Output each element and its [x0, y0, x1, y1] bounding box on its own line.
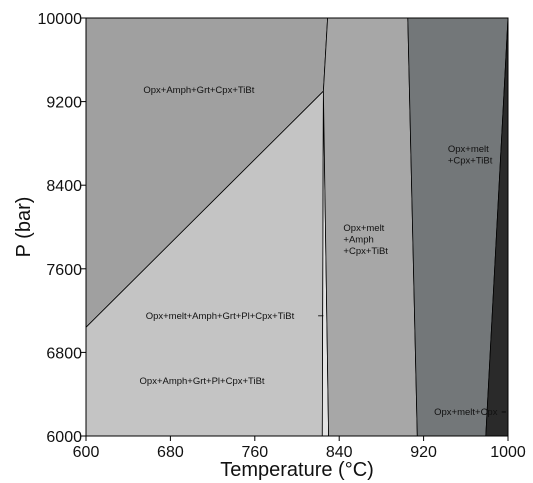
- x-tick-label: 680: [157, 444, 184, 461]
- y-axis-title: P (bar): [13, 197, 35, 258]
- field-label: Opx+melt +Amph +Cpx+TiBt: [343, 223, 388, 257]
- plot-frame: [85, 17, 509, 437]
- field-label-line: +Cpx+TiBt: [343, 246, 388, 257]
- phase-fields: [85, 17, 509, 437]
- field-label-line: Opx+melt: [343, 223, 384, 234]
- y-tick-label: 8400: [46, 178, 82, 195]
- y-tick-label: 10000: [38, 11, 83, 28]
- field-label: Opx+melt+Cpx: [434, 407, 498, 418]
- field-labels: Opx+Amph+Grt+Cpx+TiBt Opx+Amph+Grt+Pl+Cpx…: [140, 85, 506, 418]
- field-label-line: Opx+melt+Cpx: [434, 407, 498, 418]
- x-tick-label: 760: [241, 444, 268, 461]
- x-tick-label: 600: [73, 444, 100, 461]
- field-label-line: Opx+Amph+Grt+Cpx+TiBt: [143, 85, 254, 96]
- x-tick-label: 1000: [490, 444, 526, 461]
- field-label: Opx+Amph+Grt+Pl+Cpx+TiBt: [140, 376, 265, 387]
- x-axis-title: Temperature (°C): [220, 459, 374, 481]
- field-label-line: +Cpx+TiBt: [448, 155, 493, 166]
- field-label-line: Opx+Amph+Grt+Pl+Cpx+TiBt: [140, 376, 265, 387]
- field-label: Opx+melt+Amph+Grt+Pl+Cpx+TiBt: [146, 311, 295, 322]
- x-tick-label: 840: [326, 444, 353, 461]
- field-label: Opx+Amph+Grt+Cpx+TiBt: [143, 85, 254, 96]
- x-tick-label: 920: [410, 444, 437, 461]
- axis-ticks: 600 680 760 840 920 1000 6000 6800 7600 8400 9200 1…: [38, 11, 526, 461]
- field-label: Opx+melt +Cpx+TiBt: [448, 144, 493, 167]
- field-label-line: Opx+melt: [448, 144, 489, 155]
- y-tick-label: 7600: [46, 262, 82, 279]
- field-label-line: Opx+melt+Amph+Grt+Pl+Cpx+TiBt: [146, 311, 295, 322]
- y-tick-label: 9200: [46, 95, 82, 112]
- y-tick-label: 6000: [46, 429, 82, 446]
- y-tick-label: 6800: [46, 345, 82, 362]
- field-label-line: +Amph: [343, 235, 373, 246]
